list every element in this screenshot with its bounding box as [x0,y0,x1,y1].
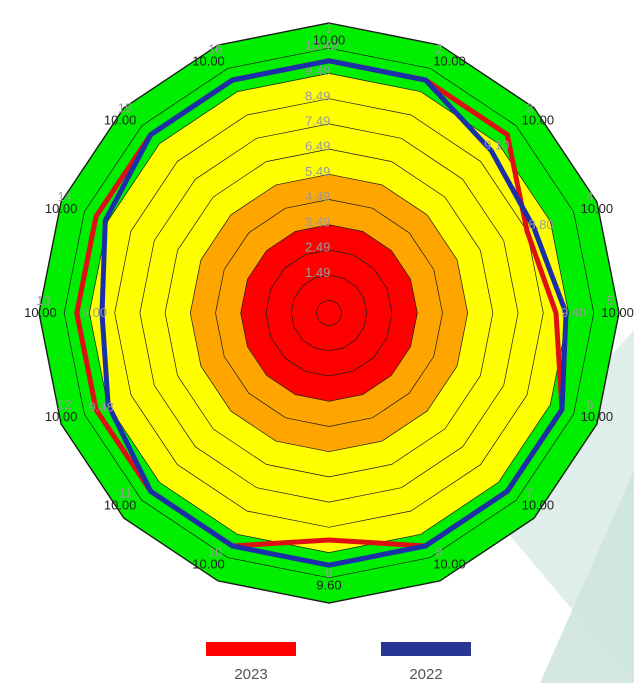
point-label-2: 8.80 [528,217,553,232]
axis-value-label-14: 10.00 [45,201,78,216]
radar-ring-1 [316,300,342,326]
radar-ring-10 [89,73,569,553]
axis-value-label-2: 10.00 [433,53,466,68]
point-label-4: 9.00 [82,305,107,320]
axis-value-label-1: 10.00 [313,33,346,48]
ring-label-1: 2.49 [305,240,330,255]
axis-value-label-7: 10.00 [522,498,555,513]
axis-value-label-15: 10.00 [104,112,137,127]
legend-label-2022: 2022 [409,666,443,683]
axis-number-6: 6 [586,397,593,412]
ring-label-2: 3.49 [305,214,330,229]
axis-number-1: 1 [325,21,332,36]
ring-label-0: 1.49 [305,265,330,280]
axis-value-label-8: 10.00 [433,557,466,572]
point-label-3: 9.40 [561,305,586,320]
axis-number-15: 15 [118,100,132,115]
radar-ring-3 [265,249,393,377]
radar-ring-4 [240,224,418,402]
legend-item-2023: 2023 [206,642,296,683]
axis-number-7: 7 [526,486,533,501]
radar-bands [39,23,619,603]
axis-number-9: 9 [325,565,332,580]
axis-number-4: 4 [586,189,593,204]
axis-number-2: 2 [436,41,443,56]
axis-number-10: 10 [208,545,222,560]
axis-value-label-3: 10.00 [522,112,555,127]
axis-number-16: 16 [208,41,222,56]
radar-ring-5 [215,199,443,427]
ring-label-7: 8.49 [305,88,330,103]
radar-band-3 [240,224,418,402]
axis-number-5: 5 [607,293,614,308]
axis-number-14: 14 [57,189,71,204]
axis-number-3: 3 [526,100,533,115]
axis-value-label-16: 10.00 [192,53,225,68]
axis-value-label-11: 10.00 [104,498,137,513]
axis-value-label-10: 10.00 [192,557,225,572]
axis-number-12: 12 [57,397,71,412]
legend-item-2022: 2022 [381,642,471,683]
ring-label-6: 7.49 [305,114,330,129]
radar-gridlines [38,22,620,604]
ring-label-5: 6.49 [305,139,330,154]
radar-ring-12 [38,22,620,604]
axis-number-8: 8 [436,545,443,560]
point-label-1: 9.10 [484,137,509,152]
legend-swatch-2022 [381,642,471,656]
axis-number-11: 11 [119,486,133,501]
axis-value-label-12: 10.00 [45,409,78,424]
axis-value-label-4: 10.00 [581,201,614,216]
series-line-2022 [99,58,569,568]
radar-ring-labels: 1.492.493.494.495.496.497.498.499.4910.4… [305,38,338,280]
axis-number-13: 13 [36,293,50,308]
legend-swatch-2023 [206,642,296,656]
radar-ring-7 [164,148,494,478]
radar-ring-9 [114,98,544,528]
axis-value-label-9: 9.60 [316,577,341,592]
radar-ring-2 [290,274,368,352]
radar-ring-8 [139,123,519,503]
axis-value-label-5: 10.00 [601,305,634,320]
radar-ring-6 [189,173,469,453]
axis-value-label-13: 10.00 [24,305,57,320]
chart-legend: 2023 2022 [0,642,634,683]
legend-label-2023: 2023 [234,666,268,683]
ring-label-4: 5.49 [305,164,330,179]
radar-series [74,58,569,568]
axis-value-label-6: 10.00 [581,409,614,424]
ring-label-9: 10.49 [305,38,338,53]
ring-label-3: 4.49 [305,189,330,204]
radar-axis-labels: 110.00210.00310.00410.00510.00610.00710.… [24,21,634,593]
radar-ring-11 [63,47,595,579]
point-label-5: 9.48 [88,399,113,414]
